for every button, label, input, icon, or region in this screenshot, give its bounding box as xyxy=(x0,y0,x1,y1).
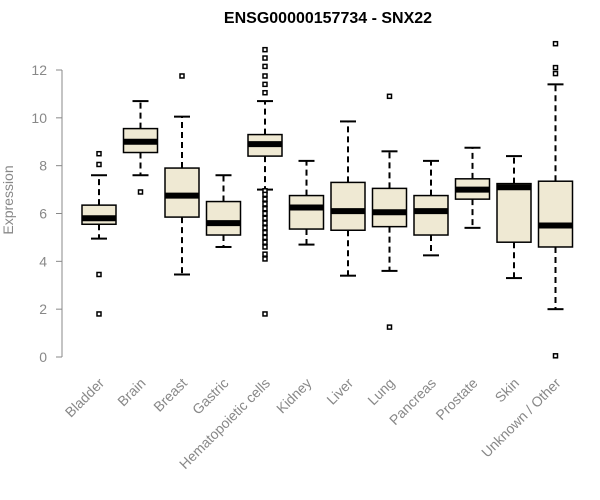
iqr-box xyxy=(288,194,325,230)
outlier-point xyxy=(96,271,102,278)
outlier-point xyxy=(262,256,268,262)
outlier-point xyxy=(386,324,393,330)
y-tick-label: 6 xyxy=(39,206,47,222)
outlier-point xyxy=(262,225,268,231)
iqr-box xyxy=(205,200,242,236)
outlier-point xyxy=(262,311,268,317)
outlier-point xyxy=(262,239,268,245)
box-breast xyxy=(164,73,200,276)
x-tick-label: Brain xyxy=(114,375,148,409)
box-liver xyxy=(330,120,366,277)
box-lung xyxy=(371,93,408,330)
box-unknown-other xyxy=(537,40,574,359)
y-axis-label: Expression xyxy=(0,165,16,234)
x-tick-label: Breast xyxy=(150,375,190,415)
iqr-box xyxy=(330,181,366,231)
outlier-point xyxy=(262,220,268,226)
x-tick-label: Bladder xyxy=(62,375,108,421)
outlier-point xyxy=(552,70,559,77)
iqr-box xyxy=(413,194,449,236)
outlier-point xyxy=(262,73,268,79)
x-tick-label: Liver xyxy=(323,375,356,408)
y-tick-label: 2 xyxy=(39,301,47,317)
iqr-box xyxy=(81,204,117,226)
outlier-point xyxy=(137,189,144,195)
outlier-point xyxy=(96,161,102,168)
box-brain xyxy=(122,100,159,195)
iqr-box xyxy=(371,187,408,228)
outlier-point xyxy=(262,205,268,212)
outlier-point xyxy=(552,64,559,71)
outlier-point xyxy=(262,244,268,250)
boxes-group xyxy=(81,40,574,359)
y-tick-label: 8 xyxy=(39,158,47,174)
chart-title: ENSG00000157734 - SNX22 xyxy=(224,10,432,27)
outlier-point xyxy=(262,63,268,70)
outlier-point xyxy=(96,311,102,317)
box-prostate xyxy=(454,146,491,229)
y-tick-label: 10 xyxy=(31,110,47,126)
x-tick-label: Prostate xyxy=(432,375,480,423)
y-tick-label: 4 xyxy=(39,253,47,269)
y-tick-label: 0 xyxy=(39,349,47,365)
outlier-point xyxy=(386,93,393,100)
outlier-point xyxy=(262,191,268,198)
outlier-point xyxy=(262,46,268,53)
outlier-point xyxy=(262,251,268,257)
box-skin xyxy=(496,155,532,280)
outlier-point xyxy=(552,40,559,47)
outlier-point xyxy=(552,353,559,359)
box-gastric xyxy=(205,174,242,248)
outlier-point xyxy=(262,210,268,217)
x-tick-label: Unknown / Other xyxy=(478,375,564,461)
box-hematopoietic-cells xyxy=(247,46,283,317)
outlier-point xyxy=(262,229,268,236)
x-tick-label: Skin xyxy=(492,375,523,406)
outlier-point xyxy=(262,81,268,88)
box-kidney xyxy=(288,159,325,246)
outlier-point xyxy=(262,89,268,96)
outlier-point xyxy=(262,55,268,61)
outlier-point xyxy=(262,234,268,241)
iqr-box xyxy=(537,180,574,248)
outlier-point xyxy=(96,150,102,157)
y-tick-label: 12 xyxy=(31,62,47,78)
outlier-point xyxy=(179,73,185,79)
box-pancreas xyxy=(413,159,449,257)
outlier-point xyxy=(262,201,268,207)
x-tick-label: Kidney xyxy=(273,375,315,417)
x-tick-label: Lung xyxy=(364,375,397,408)
box-bladder xyxy=(81,150,117,317)
y-axis: 0 2 4 6 8 10 12 xyxy=(31,62,63,365)
iqr-box xyxy=(496,182,532,243)
outlier-point xyxy=(262,196,268,202)
outlier-point xyxy=(262,215,268,222)
